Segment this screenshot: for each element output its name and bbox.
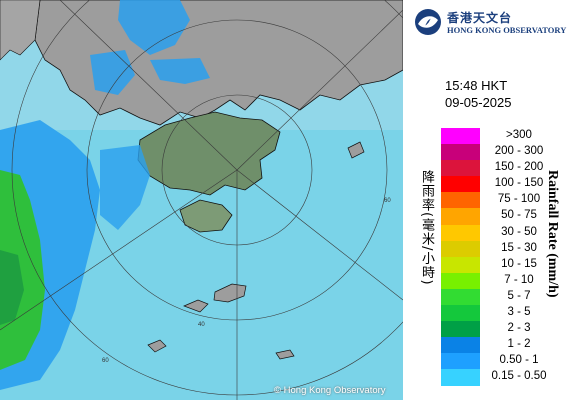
legend-range-label: 100 - 150 (494, 177, 544, 190)
legend-swatch (441, 128, 480, 145)
legend-row: 1 - 2 (441, 337, 571, 354)
island-south-2 (183, 299, 209, 313)
ring-label-southwest: 60 (102, 358, 109, 364)
legend-row: 5 - 7 (441, 288, 571, 306)
radar-map-canvas: 60 40 60 (0, 0, 403, 400)
legend-title-english: Rainfall Rate (mm/h) (545, 170, 560, 298)
legend-range-label: 3 - 5 (507, 306, 531, 319)
radar-map: 60 40 60 © Hong Kong Observatory (0, 0, 403, 400)
island-east (347, 141, 365, 159)
legend-swatch (441, 240, 480, 257)
legend-swatch (441, 160, 480, 177)
legend-swatch (441, 256, 480, 273)
legend-row: 10 - 15 (441, 256, 571, 273)
legend-swatch (441, 321, 480, 338)
logo-english-name: HONG KONG OBSERVATORY (447, 25, 567, 35)
ring-label-south: 40 (198, 322, 205, 328)
legend-range-label: 10 - 15 (501, 257, 537, 270)
legend-range-label: >300 (506, 129, 532, 141)
legend-range-label: 200 - 300 (494, 145, 544, 158)
legend-swatch (441, 176, 480, 193)
legend-row: 200 - 300 (441, 144, 571, 161)
observation-time: 15:48 HKT (445, 78, 508, 93)
legend-row: 7 - 10 (441, 272, 571, 289)
rain-echo-green-2 (0, 250, 24, 325)
rain-echo-coast (100, 145, 150, 230)
hk-territory-land (137, 111, 281, 196)
legend-range-label: 2 - 3 (507, 322, 531, 335)
mainland-land-west (0, 0, 41, 61)
legend-range-label: 1 - 2 (507, 338, 531, 351)
island-south-1 (213, 283, 247, 303)
legend-swatch (441, 353, 480, 370)
legend-range-label: 5 - 7 (507, 289, 531, 302)
rain-echo-north-1 (118, 0, 190, 55)
legend-row: >300 (441, 128, 571, 145)
copyright-notice: © Hong Kong Observatory (274, 385, 386, 396)
legend-range-label: 50 - 75 (501, 209, 537, 222)
logo-chinese-name: 香港天文台 (447, 11, 513, 25)
legend-swatch (441, 208, 480, 225)
info-panel: 香港天文台 HONG KONG OBSERVATORY 15:48 HKT 09… (403, 0, 577, 400)
legend-row: 150 - 200 (441, 160, 571, 177)
legend-swatch (441, 224, 480, 241)
legend-range-label: 0.50 - 1 (499, 354, 539, 367)
legend-row: 3 - 5 (441, 305, 571, 322)
legend-swatch (441, 305, 480, 322)
legend-row: 100 - 150 (441, 176, 571, 193)
island-south-3 (147, 339, 167, 353)
observation-date: 09-05-2025 (445, 95, 512, 110)
legend-row: 75 - 100 (441, 192, 571, 209)
legend-range-label: 150 - 200 (494, 161, 544, 174)
rain-echo-north-2 (150, 58, 210, 84)
rainfall-legend: >300 200 - 300 150 - 200 100 - 150 75 - 100 5… (441, 128, 571, 386)
legend-range-label: 15 - 30 (501, 241, 537, 254)
ring-label-east: 60 (384, 198, 391, 204)
legend-swatch (441, 288, 480, 306)
hko-logo-icon (415, 9, 441, 35)
legend-swatch (441, 369, 480, 386)
legend-row: 0.50 - 1 (441, 353, 571, 370)
legend-swatch (441, 192, 480, 209)
legend-range-label: 75 - 100 (497, 193, 541, 206)
legend-swatch (441, 337, 480, 354)
legend-range-label: 30 - 50 (501, 225, 537, 238)
legend-row: 2 - 3 (441, 321, 571, 338)
legend-title-chinese: 降雨率(毫米/小時) (419, 170, 434, 286)
legend-row: 30 - 50 (441, 224, 571, 241)
legend-row: 15 - 30 (441, 240, 571, 257)
legend-range-label: 7 - 10 (504, 273, 534, 286)
legend-row: 50 - 75 (441, 208, 571, 225)
range-rings (0, 0, 403, 400)
island-south-4 (275, 349, 295, 360)
legend-row: 0.15 - 0.50 (441, 369, 571, 386)
legend-swatch (441, 144, 480, 161)
legend-swatch (441, 272, 480, 289)
legend-range-label: 0.15 - 0.50 (491, 370, 547, 383)
